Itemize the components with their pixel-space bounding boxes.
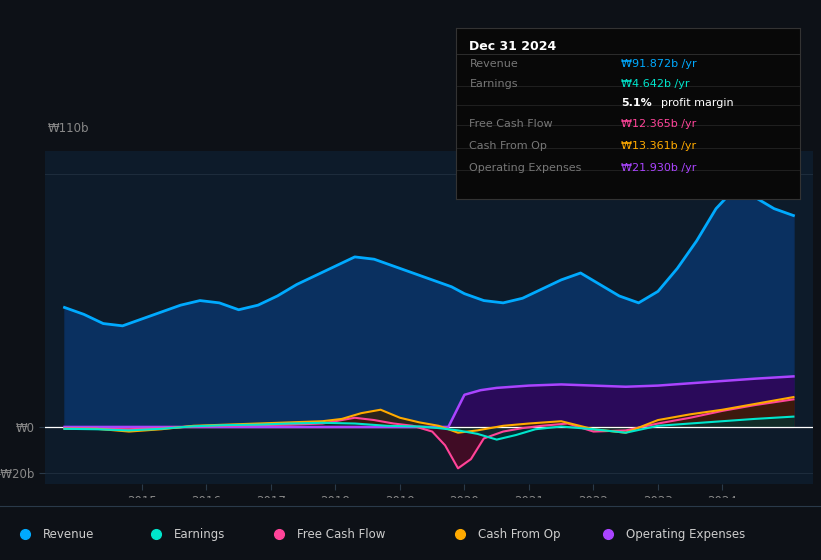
- Text: ₩4.642b /yr: ₩4.642b /yr: [621, 80, 690, 89]
- Text: Earnings: Earnings: [470, 80, 518, 89]
- Text: Earnings: Earnings: [174, 528, 226, 540]
- Text: Dec 31 2024: Dec 31 2024: [470, 40, 557, 53]
- Text: Operating Expenses: Operating Expenses: [470, 163, 582, 173]
- Text: Cash From Op: Cash From Op: [470, 141, 548, 151]
- Text: 5.1%: 5.1%: [621, 98, 652, 108]
- Text: ₩21.930b /yr: ₩21.930b /yr: [621, 163, 696, 173]
- Text: ₩110b: ₩110b: [48, 122, 89, 134]
- Text: Cash From Op: Cash From Op: [478, 528, 560, 540]
- Text: Revenue: Revenue: [43, 528, 94, 540]
- Text: profit margin: profit margin: [661, 98, 733, 108]
- Text: ₩12.365b /yr: ₩12.365b /yr: [621, 119, 696, 129]
- Text: ₩13.361b /yr: ₩13.361b /yr: [621, 141, 696, 151]
- Text: Revenue: Revenue: [470, 59, 518, 69]
- Text: Free Cash Flow: Free Cash Flow: [470, 119, 553, 129]
- Text: Operating Expenses: Operating Expenses: [626, 528, 745, 540]
- Text: Free Cash Flow: Free Cash Flow: [297, 528, 386, 540]
- Text: ₩91.872b /yr: ₩91.872b /yr: [621, 59, 697, 69]
